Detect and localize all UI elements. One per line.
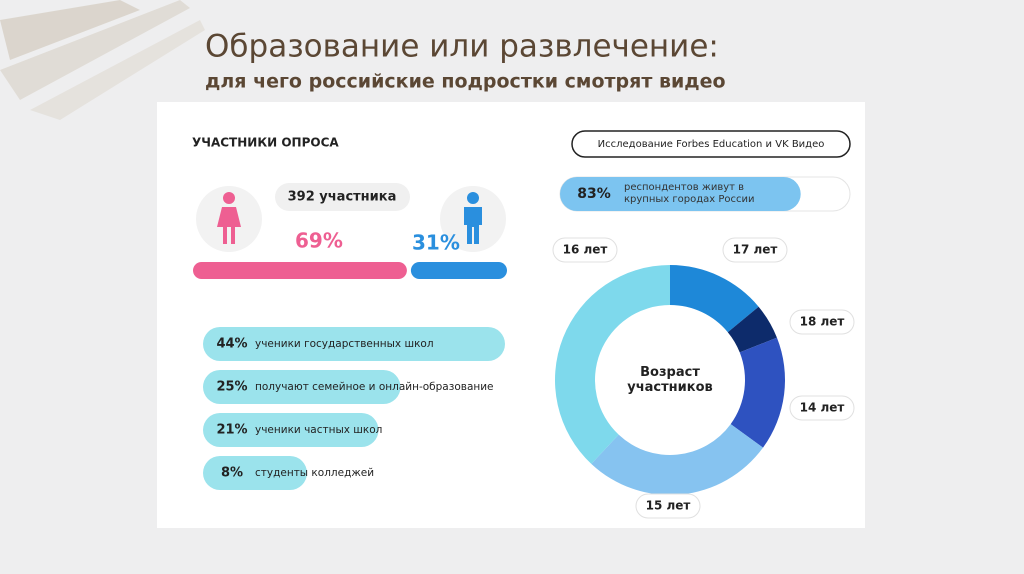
male-icon (464, 192, 482, 244)
age-label-pill (722, 237, 788, 263)
age-label-pill (789, 309, 855, 335)
education-percent: 21% (216, 423, 247, 438)
donut-title-box: Возраст участников (627, 365, 713, 395)
female-icon (217, 192, 241, 244)
age-label-pill (789, 395, 855, 421)
age-label-pill (635, 493, 701, 519)
donut-segment (555, 265, 670, 464)
age-label: 14 лет (800, 401, 845, 415)
donut-segment (670, 265, 759, 333)
participants-pill (275, 183, 410, 211)
age-label: 15 лет (646, 499, 691, 513)
age-label: 17 лет (733, 243, 778, 257)
education-pill (203, 370, 401, 404)
age-label-pill (552, 237, 618, 263)
age-label: 18 лет (800, 315, 845, 329)
city-text-box: респондентов живут в крупных городах Рос… (624, 182, 755, 205)
education-text: ученики частных школ (255, 424, 382, 436)
gender-bar (410, 262, 507, 279)
panel-heading: УЧАСТНИКИ ОПРОСА (192, 136, 339, 150)
education-percent: 25% (216, 380, 247, 395)
education-text: студенты колледжей (255, 467, 374, 479)
city-bar (560, 177, 801, 211)
participants: 392 участника (288, 190, 397, 205)
source-pill (571, 130, 851, 158)
gender-bar (193, 262, 407, 279)
education-text: получают семейное и онлайн-образование (255, 381, 494, 393)
education-percent: 8% (221, 466, 243, 481)
gender-percent: 69% (295, 229, 343, 253)
donut-segment (591, 424, 764, 495)
title: Образование или развлечение: (205, 29, 719, 65)
education-percent: 44% (216, 337, 247, 352)
gender-percent: 31% (412, 231, 460, 255)
donut-title: Возраст участников (627, 365, 713, 395)
source: Исследование Forbes Education и VK Видео (598, 139, 825, 150)
donut-segment (727, 306, 777, 353)
donut-segment (730, 337, 785, 448)
city-text: респондентов живут в крупных городах Рос… (624, 182, 755, 205)
education-pill (203, 456, 307, 490)
education-pill (203, 327, 505, 361)
city-percent: 83% (577, 186, 611, 202)
brush-decoration (0, 0, 205, 120)
subtitle: для чего российские подростки смотрят ви… (205, 71, 726, 93)
age-label: 16 лет (563, 243, 608, 257)
education-pill (203, 413, 379, 447)
education-text: ученики государственных школ (255, 338, 434, 350)
